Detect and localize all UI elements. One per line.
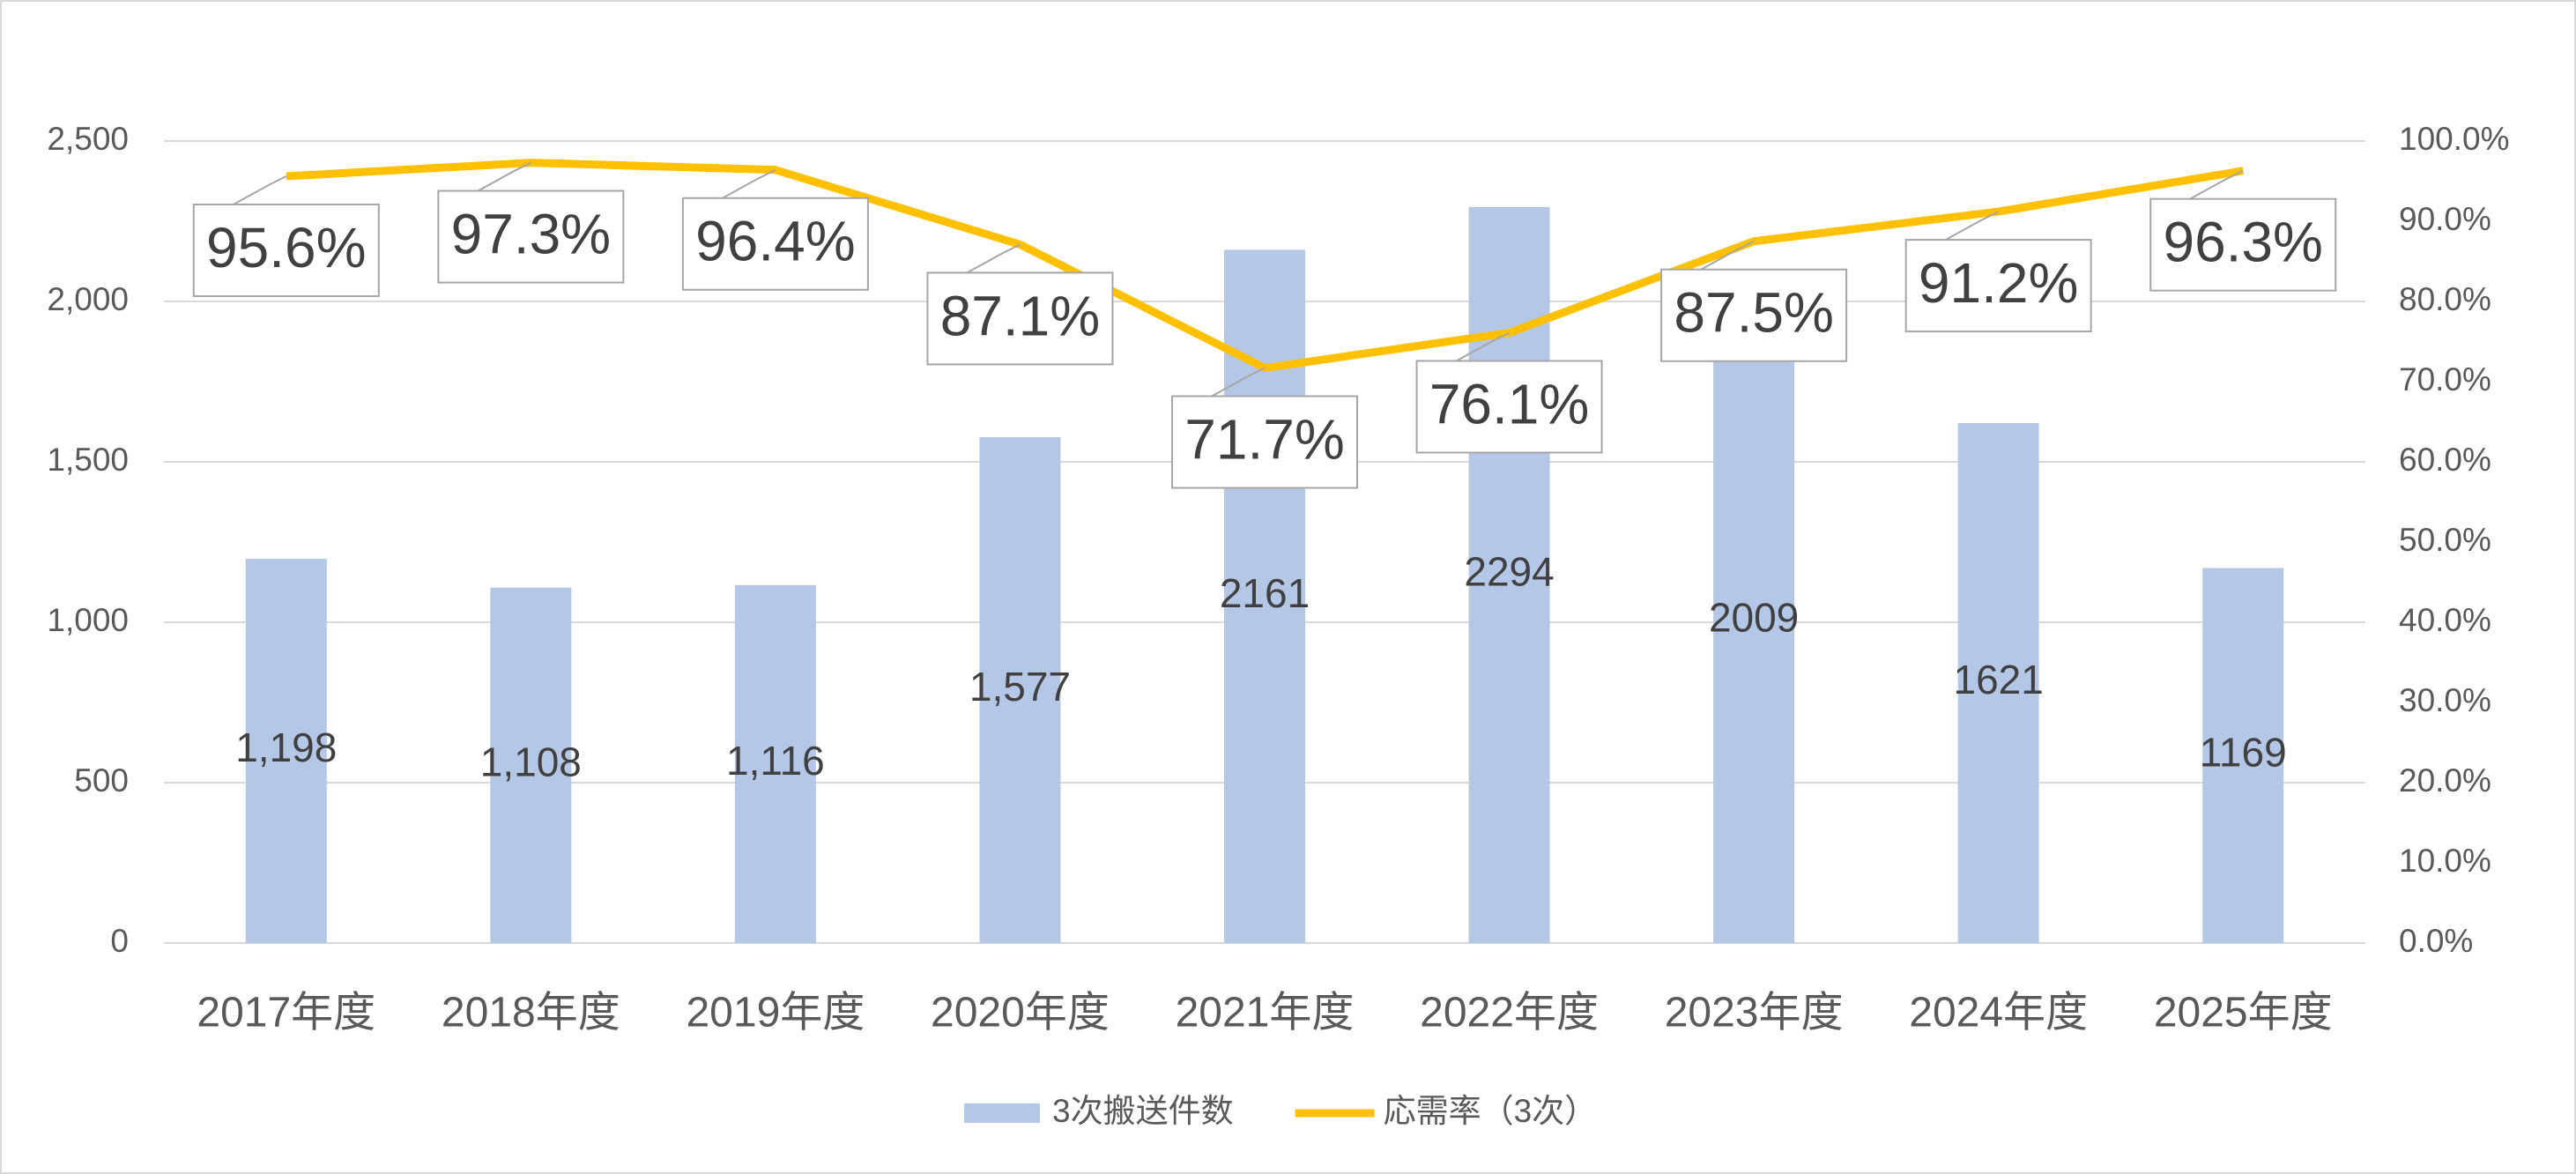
bar	[979, 436, 1061, 943]
label-callout	[1700, 240, 1755, 271]
label-box	[192, 204, 380, 298]
bar	[245, 558, 327, 943]
bar	[1713, 298, 1795, 943]
label-box	[1415, 360, 1603, 454]
y2-tick-label: 80.0%	[2399, 281, 2491, 317]
label-box	[1904, 239, 2092, 333]
label-callout	[477, 161, 531, 192]
bar	[1957, 422, 2039, 943]
y-tick-label: 500	[74, 762, 129, 799]
x-tick-label: 2021年度	[1176, 990, 1355, 1037]
label-box	[1171, 395, 1358, 489]
y-tick-label: 1,500	[47, 442, 129, 478]
bar	[734, 584, 816, 943]
bar-label: 1169	[2200, 729, 2287, 775]
legend-label: 3次搬送件数	[1052, 1093, 1234, 1129]
bar	[2202, 568, 2284, 943]
line-label: 91.2%	[1919, 251, 2078, 315]
y2-tick-label: 60.0%	[2399, 442, 2491, 478]
line-label: 87.1%	[940, 284, 1100, 347]
line-label: 71.7%	[1184, 407, 1344, 471]
label-box	[2149, 197, 2337, 292]
y-tick-label: 2,500	[47, 121, 129, 157]
y2-tick-label: 30.0%	[2399, 682, 2491, 718]
legend-label: 応需率（3次）	[1384, 1093, 1598, 1129]
x-tick-label: 2020年度	[931, 990, 1110, 1037]
x-tick-label: 2017年度	[197, 990, 375, 1037]
y-tick-label: 0	[110, 923, 129, 959]
y-tick-label: 1,000	[47, 602, 129, 638]
label-box	[1660, 268, 1848, 362]
line-label: 95.6%	[206, 216, 366, 279]
label-callout	[1211, 367, 1266, 398]
y2-tick-label: 0.0%	[2399, 923, 2473, 959]
line-label: 96.4%	[695, 210, 855, 273]
label-box	[681, 197, 869, 291]
label-callout	[2189, 169, 2244, 200]
line-label: 76.1%	[1429, 372, 1589, 435]
label-callout	[966, 243, 1021, 274]
y2-tick-label: 70.0%	[2399, 361, 2491, 398]
y2-tick-label: 90.0%	[2399, 201, 2491, 237]
x-tick-label: 2018年度	[442, 990, 620, 1037]
bar-label: 2009	[1709, 595, 1799, 641]
x-tick-label: 2019年度	[686, 990, 865, 1037]
label-callout	[722, 168, 776, 199]
bar-label: 1,577	[969, 664, 1071, 710]
y2-tick-label: 20.0%	[2399, 762, 2491, 799]
bar	[490, 587, 572, 943]
bar-label: 2161	[1220, 570, 1310, 616]
bar-label: 1621	[1953, 657, 2043, 702]
bar-label: 1,198	[235, 724, 337, 770]
line-label: 97.3%	[451, 202, 611, 265]
y2-tick-label: 100.0%	[2399, 121, 2510, 157]
legend-swatch	[964, 1103, 1040, 1123]
y-tick-label: 2,000	[47, 281, 129, 317]
label-callout	[233, 175, 287, 205]
label-callout	[1945, 211, 2000, 241]
label-box	[437, 189, 625, 284]
x-tick-label: 2023年度	[1665, 990, 1844, 1037]
y2-tick-label: 10.0%	[2399, 843, 2491, 879]
label-box	[926, 271, 1114, 366]
x-tick-label: 2025年度	[2154, 990, 2333, 1037]
line-label: 87.5%	[1674, 281, 1833, 345]
bar-label: 1,116	[726, 738, 825, 784]
x-tick-label: 2022年度	[1420, 990, 1599, 1037]
y2-tick-label: 50.0%	[2399, 522, 2491, 558]
line-label: 96.3%	[2163, 211, 2322, 274]
bar-label: 2294	[1464, 549, 1554, 595]
bar-label: 1,108	[480, 739, 582, 785]
label-callout	[1456, 331, 1511, 362]
y2-tick-label: 40.0%	[2399, 602, 2491, 638]
x-tick-label: 2024年度	[1909, 990, 2088, 1037]
